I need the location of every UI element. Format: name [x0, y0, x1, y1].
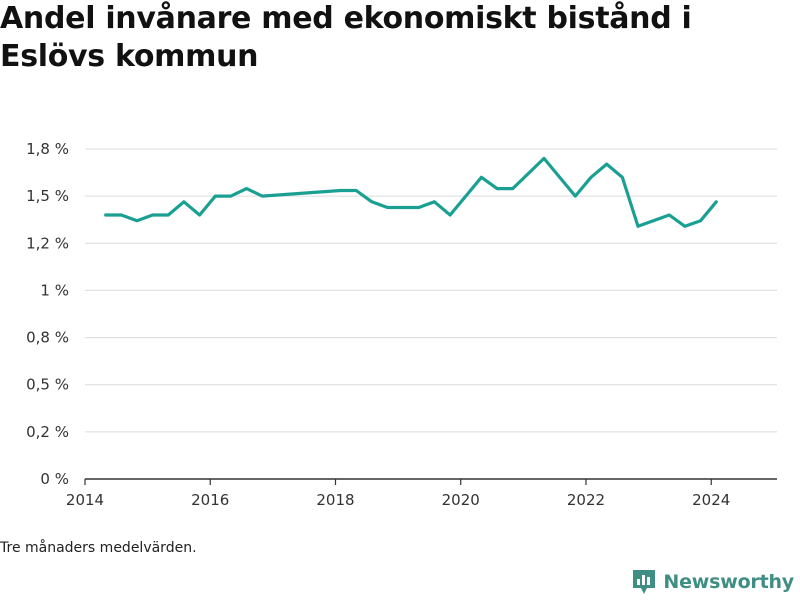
- x-axis: [84, 478, 777, 485]
- y-tick-label: 0 %: [40, 470, 69, 488]
- newsworthy-logo-icon: [633, 570, 656, 594]
- x-tick-label: 2016: [191, 491, 229, 509]
- y-tick-label: 1,8 %: [26, 140, 69, 158]
- y-axis-tick-labels: 0 % 0,2 % 0,5 % 0,8 % 1 % 1,2 % 1,5 % 1,8 %: [26, 140, 69, 488]
- x-tick-label: 2018: [316, 491, 354, 509]
- series-line: [104, 156, 718, 228]
- y-tick-label: 1 %: [40, 281, 69, 299]
- brand-logo[interactable]: Newsworthy: [631, 568, 794, 596]
- data-series: [104, 156, 718, 228]
- y-tick-label: 1,2 %: [26, 234, 69, 252]
- x-tick-label: 2014: [66, 491, 104, 509]
- y-tick-label: 1,5 %: [26, 187, 69, 205]
- gridlines: [85, 148, 777, 433]
- footnote: Tre månaders medelvärden.: [0, 540, 197, 556]
- x-tick-label: 2022: [567, 491, 605, 509]
- x-axis-tick-labels: 2014 2016 2018 2020 2022 2024: [66, 491, 730, 509]
- y-tick-label: 0,2 %: [26, 423, 69, 441]
- chart-title: Andel invånare med ekonomiskt bistånd i …: [0, 1, 692, 74]
- y-tick-label: 0,5 %: [26, 376, 69, 394]
- x-tick-label: 2024: [692, 491, 730, 509]
- x-tick-label: 2020: [442, 491, 480, 509]
- brand-name: Newsworthy: [663, 571, 794, 593]
- y-tick-label: 0,8 %: [26, 329, 69, 347]
